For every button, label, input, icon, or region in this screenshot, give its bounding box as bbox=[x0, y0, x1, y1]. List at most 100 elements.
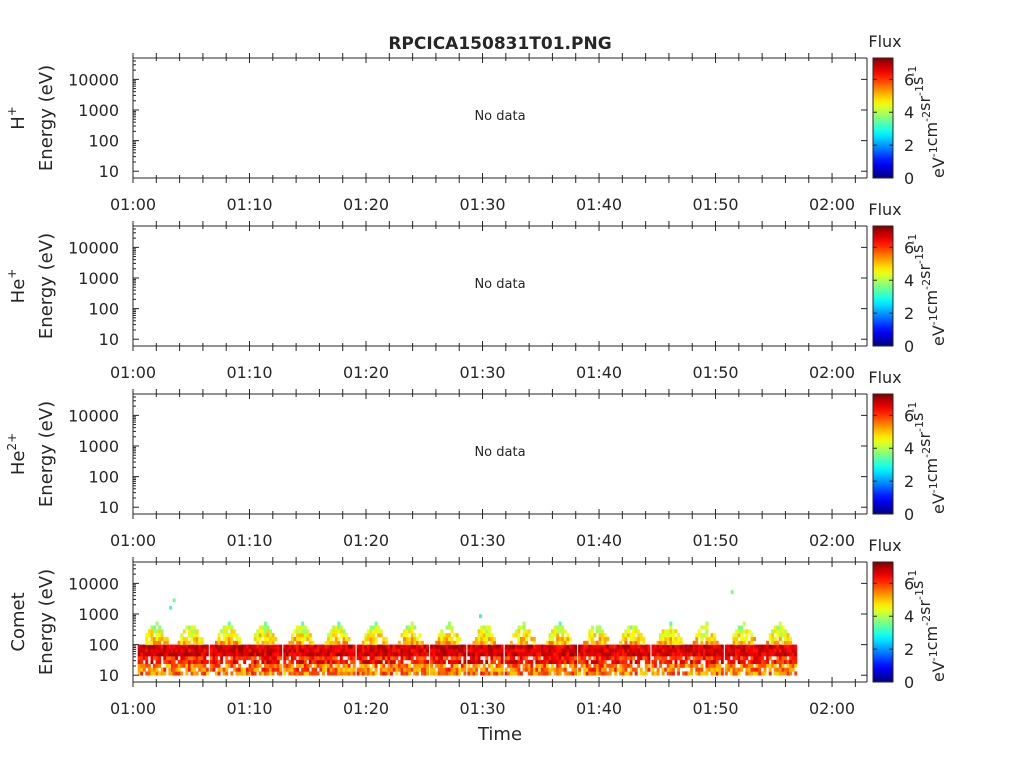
unit-exponent: -1 bbox=[906, 402, 919, 413]
heatmap-cell bbox=[418, 663, 422, 668]
unit-exponent: -1 bbox=[906, 66, 919, 77]
heatmap-cell bbox=[569, 637, 572, 642]
heatmap-cell bbox=[175, 667, 179, 672]
heatmap-cell bbox=[697, 671, 701, 676]
heatmap-cell bbox=[475, 637, 478, 642]
heatmap-cell bbox=[158, 644, 162, 649]
heatmap-cell bbox=[215, 640, 218, 645]
heatmap-cell bbox=[490, 637, 494, 642]
heatmap-cell bbox=[666, 663, 670, 668]
heatmap-cell bbox=[713, 667, 717, 672]
heatmap-cell bbox=[332, 652, 336, 657]
heatmap-cell bbox=[498, 667, 501, 672]
heatmap-cell bbox=[732, 656, 736, 661]
heatmap-cell bbox=[669, 633, 673, 638]
heatmap-cell bbox=[700, 667, 704, 672]
x-tick-label: 01:20 bbox=[343, 699, 389, 718]
heatmap-cell bbox=[530, 663, 534, 668]
heatmap-cell bbox=[165, 663, 169, 668]
heatmap-cell bbox=[632, 667, 635, 672]
heatmap-cell bbox=[350, 652, 354, 657]
heatmap-cell bbox=[569, 648, 572, 653]
heatmap-cell bbox=[659, 644, 662, 649]
colorbar-tick-label: 0 bbox=[904, 673, 914, 692]
heatmap-cell bbox=[713, 656, 717, 661]
heatmap-cell bbox=[535, 667, 539, 672]
heatmap-cell bbox=[253, 659, 257, 664]
heatmap-cell bbox=[794, 656, 798, 661]
heatmap-cell bbox=[311, 667, 315, 672]
heatmap-cell bbox=[715, 671, 719, 676]
heatmap-cell bbox=[448, 652, 451, 657]
heatmap-cell bbox=[619, 648, 623, 653]
heatmap-cell bbox=[566, 648, 570, 653]
heatmap-cell bbox=[269, 644, 272, 649]
y-tick-label: 10 bbox=[99, 330, 119, 349]
heatmap-cell bbox=[220, 656, 223, 661]
heatmap-cell bbox=[558, 667, 562, 672]
heatmap-cell bbox=[773, 640, 777, 645]
heatmap-cell bbox=[750, 644, 754, 649]
heatmap-cell bbox=[397, 659, 401, 664]
heatmap-cell bbox=[695, 663, 699, 668]
heatmap-cell bbox=[274, 659, 278, 664]
heatmap-cell bbox=[569, 644, 572, 649]
heatmap-cell bbox=[527, 652, 531, 657]
heatmap-cell bbox=[251, 659, 254, 664]
heatmap-cell bbox=[634, 652, 638, 657]
heatmap-cell bbox=[195, 656, 199, 661]
heatmap-cell bbox=[784, 667, 787, 672]
heatmap-cell bbox=[345, 671, 348, 676]
heatmap-cell bbox=[440, 633, 444, 638]
heatmap-cell bbox=[574, 656, 577, 661]
unit-base: sr bbox=[915, 600, 934, 615]
heatmap-cell bbox=[700, 663, 704, 668]
heatmap-cell bbox=[703, 648, 706, 653]
heatmap-cell bbox=[634, 659, 638, 664]
x-tick-label: 01:40 bbox=[576, 363, 622, 382]
heatmap-cell bbox=[435, 656, 439, 661]
heatmap-cell bbox=[432, 652, 436, 657]
x-tick-label: 01:30 bbox=[459, 195, 505, 214]
heatmap-cell bbox=[158, 656, 162, 661]
heatmap-cell bbox=[212, 648, 216, 653]
heatmap-cell bbox=[540, 648, 544, 653]
heatmap-cell bbox=[598, 637, 602, 642]
heatmap-cell bbox=[705, 625, 709, 630]
heatmap-cell bbox=[445, 633, 449, 638]
heatmap-cell bbox=[758, 659, 762, 664]
heatmap-cell bbox=[364, 667, 368, 672]
heatmap-cell bbox=[314, 671, 317, 676]
heatmap-cell bbox=[225, 671, 229, 676]
heatmap-cell bbox=[593, 671, 597, 676]
heatmap-cell bbox=[669, 652, 673, 657]
heatmap-cell bbox=[556, 659, 560, 664]
heatmap-cell bbox=[482, 629, 486, 634]
heatmap-cell bbox=[227, 640, 231, 645]
heatmap-cell bbox=[467, 671, 471, 676]
heatmap-cell bbox=[601, 648, 604, 653]
x-tick-label: 02:00 bbox=[809, 363, 855, 382]
heatmap-cell bbox=[342, 633, 346, 638]
heatmap-cell bbox=[209, 644, 213, 649]
heatmap-cell bbox=[314, 659, 317, 664]
heatmap-cells bbox=[137, 590, 798, 676]
heatmap-cell bbox=[448, 671, 451, 676]
heatmap-cell bbox=[423, 656, 427, 661]
x-tick-label: 01:10 bbox=[226, 195, 272, 214]
heatmap-cell bbox=[276, 652, 280, 657]
heatmap-cell bbox=[188, 648, 191, 653]
heatmap-cell bbox=[293, 667, 297, 672]
heatmap-cell bbox=[279, 644, 283, 649]
heatmap-cell bbox=[566, 644, 570, 649]
heatmap-cell bbox=[421, 648, 424, 653]
heatmap-cell bbox=[679, 648, 683, 653]
heatmap-cell bbox=[724, 652, 728, 657]
heatmap-cell bbox=[319, 656, 323, 661]
heatmap-cell bbox=[493, 644, 496, 649]
heatmap-cell bbox=[347, 663, 351, 668]
heatmap-cell bbox=[588, 656, 592, 661]
heatmap-cell bbox=[495, 656, 499, 661]
heatmap-cell bbox=[175, 671, 179, 676]
heatmap-cell bbox=[520, 644, 523, 649]
